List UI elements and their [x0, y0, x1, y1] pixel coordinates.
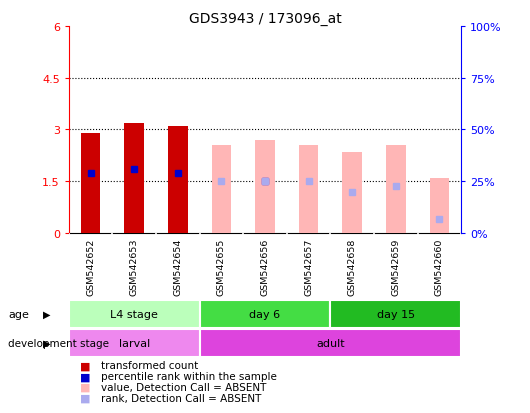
Text: GSM542659: GSM542659: [391, 238, 400, 295]
Bar: [429, 178, 449, 233]
Bar: [211, 146, 231, 233]
Text: L4 stage: L4 stage: [110, 309, 158, 319]
Bar: [200, 329, 461, 357]
Bar: [386, 146, 405, 233]
Text: ■: ■: [80, 393, 90, 403]
Text: GSM542656: GSM542656: [261, 238, 269, 295]
Bar: [125, 123, 144, 233]
Text: ▶: ▶: [43, 338, 51, 348]
Text: GSM542657: GSM542657: [304, 238, 313, 295]
Bar: [69, 329, 200, 357]
Bar: [69, 300, 200, 328]
Text: day 6: day 6: [250, 309, 280, 319]
Text: ■: ■: [80, 382, 90, 392]
Bar: [342, 152, 362, 233]
Bar: [255, 140, 275, 233]
Bar: [330, 300, 461, 328]
Text: GSM542654: GSM542654: [173, 238, 182, 295]
Text: transformed count: transformed count: [101, 361, 198, 370]
Text: adult: adult: [316, 338, 344, 348]
Bar: [81, 133, 101, 233]
Text: GSM542655: GSM542655: [217, 238, 226, 295]
Text: ■: ■: [80, 371, 90, 381]
Text: day 15: day 15: [377, 309, 415, 319]
Bar: [299, 146, 319, 233]
Text: GSM542652: GSM542652: [86, 238, 95, 295]
Text: rank, Detection Call = ABSENT: rank, Detection Call = ABSENT: [101, 393, 261, 403]
Text: age: age: [8, 309, 29, 319]
Text: ▶: ▶: [43, 309, 51, 319]
Bar: [200, 300, 330, 328]
Text: larval: larval: [119, 338, 150, 348]
Bar: [255, 140, 275, 233]
Bar: [168, 127, 188, 233]
Text: development stage: development stage: [8, 338, 109, 348]
Text: percentile rank within the sample: percentile rank within the sample: [101, 371, 277, 381]
Text: GSM542658: GSM542658: [348, 238, 357, 295]
Text: ■: ■: [80, 361, 90, 370]
Text: GSM542660: GSM542660: [435, 238, 444, 295]
Text: value, Detection Call = ABSENT: value, Detection Call = ABSENT: [101, 382, 266, 392]
Text: GDS3943 / 173096_at: GDS3943 / 173096_at: [189, 12, 341, 26]
Text: GSM542653: GSM542653: [130, 238, 139, 295]
